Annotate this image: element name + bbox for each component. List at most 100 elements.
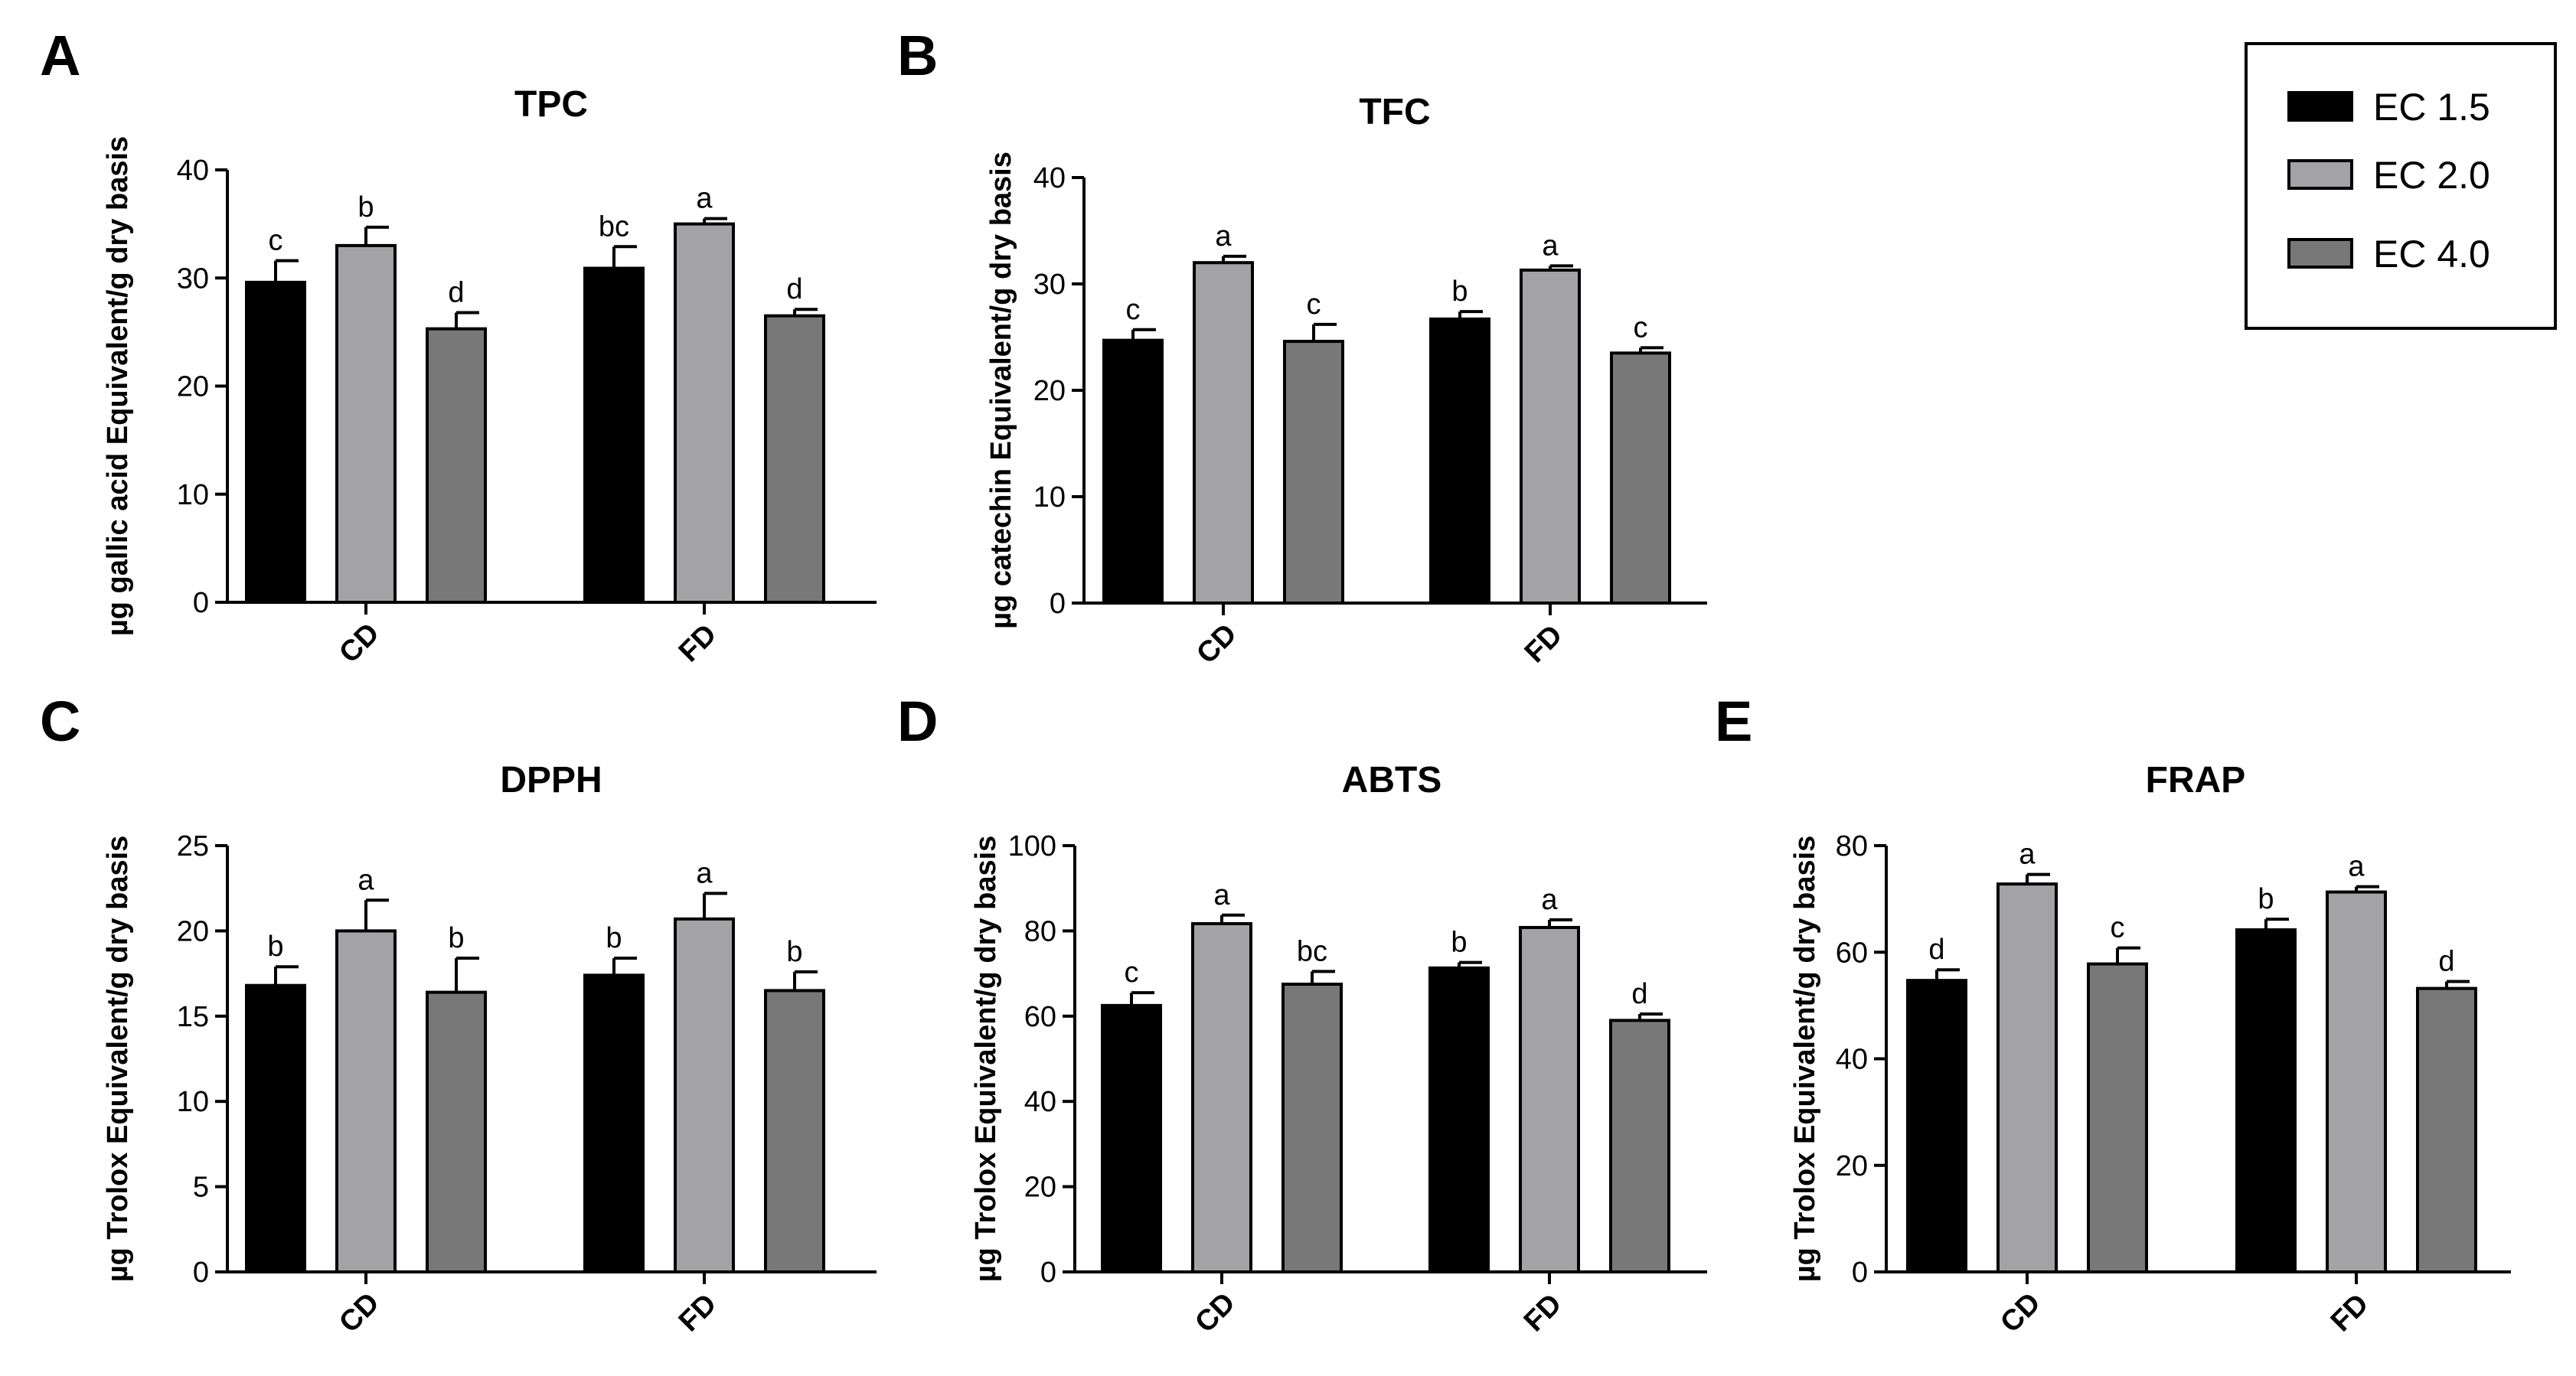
bar-d-cd-s0 — [1101, 1003, 1162, 1273]
chart-panel-d: D ABTS µg Trolox Equivalent/g dry basis 0 20… — [897, 690, 1707, 1339]
significance-letter-a-fd-s2: d — [786, 273, 802, 305]
legend-label-ec40: EC 4.0 — [2373, 233, 2490, 276]
significance-letter-e-fd-s0: b — [2258, 883, 2274, 915]
chart-title-d: ABTS — [1342, 760, 1442, 800]
y-tick-label-d-60: 60 — [1024, 1001, 1056, 1033]
y-tick-label-c-20: 20 — [177, 915, 209, 947]
y-tick-label-a-30: 30 — [177, 262, 209, 295]
significance-letter-b-cd-s0: c — [1126, 294, 1141, 326]
significance-letter-a-cd-s0: c — [269, 225, 283, 257]
chart-panels: A TPC µg gallic acid Equivalent/g dry basi… — [40, 24, 2511, 1339]
significance-letter-b-cd-s2: c — [1307, 289, 1321, 321]
significance-letter-e-cd-s2: c — [2111, 912, 2125, 944]
y-tick-label-b-40: 40 — [1033, 162, 1066, 194]
y-tick-label-b-30: 30 — [1033, 269, 1066, 301]
significance-letter-b-fd-s0: b — [1451, 276, 1468, 308]
bar-b-fd-s0 — [1429, 317, 1490, 605]
x-category-label-b-cd: CD — [1190, 618, 1243, 670]
y-axis-label-a: µg gallic acid Equivalent/g dry basis — [102, 136, 134, 636]
y-axis-label-c: µg Trolox Equivalent/g dry basis — [102, 836, 134, 1283]
bar-d-fd-s2 — [1609, 1019, 1670, 1273]
legend: EC 1.5 EC 2.0 EC 4.0 — [2245, 42, 2557, 330]
panel-letter-d: D — [897, 690, 938, 753]
bar-a-fd-s2 — [764, 314, 825, 604]
legend-label-ec15: EC 1.5 — [2373, 86, 2490, 129]
chart-panel-c: C DPPH µg Trolox Equivalent/g dry basis 0 5 1… — [40, 690, 877, 1339]
y-axis-label-b: µg catechin Equivalent/g dry basis — [985, 152, 1017, 629]
legend-label-ec20: EC 2.0 — [2373, 154, 2490, 197]
y-tick-label-b-20: 20 — [1033, 375, 1066, 407]
significance-letter-a-fd-s0: bc — [599, 210, 629, 243]
legend-swatch-ec20 — [2287, 159, 2353, 190]
chart-panel-e: E FRAP µg Trolox Equivalent/g dry basis 0 20… — [1715, 690, 2511, 1339]
bar-e-fd-s0 — [2235, 928, 2297, 1273]
significance-letter-d-cd-s2: bc — [1297, 935, 1327, 967]
significance-letter-e-fd-s1: a — [2348, 851, 2365, 883]
significance-letter-a-fd-s1: a — [696, 183, 713, 215]
legend-entry-ec20: EC 2.0 — [2287, 154, 2490, 197]
x-category-label-e-cd: CD — [1994, 1286, 2047, 1339]
bar-b-fd-s2 — [1610, 351, 1671, 605]
y-tick-label-a-0: 0 — [193, 587, 209, 619]
y-axis-label-d: µg Trolox Equivalent/g dry basis — [970, 836, 1002, 1283]
significance-letter-c-cd-s1: a — [358, 864, 374, 896]
y-tick-label-e-80: 80 — [1836, 830, 1868, 862]
y-tick-label-d-20: 20 — [1024, 1172, 1056, 1204]
y-tick-label-a-40: 40 — [177, 155, 209, 187]
significance-letter-c-fd-s0: b — [606, 922, 622, 954]
y-tick-label-c-10: 10 — [177, 1086, 209, 1118]
significance-letter-c-cd-s0: b — [267, 931, 283, 963]
panel-letter-b: B — [897, 24, 938, 87]
significance-letter-a-cd-s2: d — [448, 276, 464, 308]
bar-e-fd-s1 — [2326, 890, 2387, 1273]
significance-letter-a-cd-s1: b — [358, 191, 374, 223]
y-tick-label-d-0: 0 — [1040, 1257, 1056, 1289]
panel-letter-c: C — [40, 690, 80, 753]
bar-b-cd-s2 — [1283, 340, 1344, 605]
bar-a-cd-s1 — [335, 243, 397, 604]
significance-letter-c-cd-s2: b — [448, 922, 464, 954]
y-tick-label-d-100: 100 — [1008, 830, 1056, 862]
bar-a-cd-s0 — [245, 280, 306, 604]
bar-e-cd-s1 — [1996, 882, 2058, 1273]
legend-swatch-ec15 — [2287, 91, 2353, 122]
bar-b-fd-s1 — [1520, 268, 1581, 605]
y-tick-label-d-40: 40 — [1024, 1086, 1056, 1118]
significance-letter-d-fd-s1: a — [1541, 884, 1558, 916]
bar-b-cd-s0 — [1102, 338, 1164, 605]
y-axis-label-e: µg Trolox Equivalent/g dry basis — [1789, 836, 1821, 1283]
panel-letter-a: A — [40, 24, 80, 87]
x-category-label-a-cd: CD — [333, 617, 386, 670]
significance-letter-c-fd-s2: b — [786, 936, 802, 968]
y-tick-label-b-0: 0 — [1050, 588, 1066, 620]
chart-panel-a: A TPC µg gallic acid Equivalent/g dry basi… — [40, 24, 877, 670]
x-category-label-d-cd: CD — [1189, 1286, 1242, 1339]
x-category-label-a-fd: FD — [673, 618, 723, 669]
chart-title-c: DPPH — [500, 760, 602, 800]
y-tick-label-e-20: 20 — [1836, 1150, 1868, 1182]
bar-a-cd-s2 — [426, 327, 487, 604]
chart-title-a: TPC — [514, 84, 588, 125]
bar-c-fd-s2 — [764, 989, 825, 1273]
x-category-label-d-fd: FD — [1518, 1288, 1569, 1339]
bar-e-cd-s0 — [1906, 979, 1967, 1273]
legend-entry-ec15: EC 1.5 — [2287, 86, 2490, 129]
bar-d-fd-s0 — [1428, 966, 1490, 1273]
significance-letter-e-cd-s0: d — [1928, 934, 1944, 966]
y-tick-label-c-15: 15 — [177, 1001, 209, 1033]
y-tick-label-e-0: 0 — [1852, 1257, 1868, 1289]
significance-letter-b-fd-s1: a — [1542, 230, 1559, 262]
bar-e-fd-s2 — [2416, 986, 2477, 1273]
significance-letter-e-fd-s2: d — [2438, 946, 2454, 978]
y-tick-label-c-0: 0 — [193, 1257, 209, 1289]
significance-letter-e-cd-s1: a — [2019, 839, 2036, 871]
bar-c-fd-s0 — [583, 973, 645, 1273]
bar-d-cd-s1 — [1191, 921, 1252, 1274]
bar-a-fd-s1 — [674, 222, 735, 604]
y-tick-label-e-40: 40 — [1836, 1044, 1868, 1076]
y-tick-label-b-10: 10 — [1033, 481, 1066, 514]
bar-e-cd-s2 — [2087, 962, 2148, 1273]
x-category-label-c-cd: CD — [333, 1286, 386, 1339]
chart-title-e: FRAP — [2146, 760, 2246, 800]
bar-d-fd-s1 — [1519, 925, 1580, 1273]
